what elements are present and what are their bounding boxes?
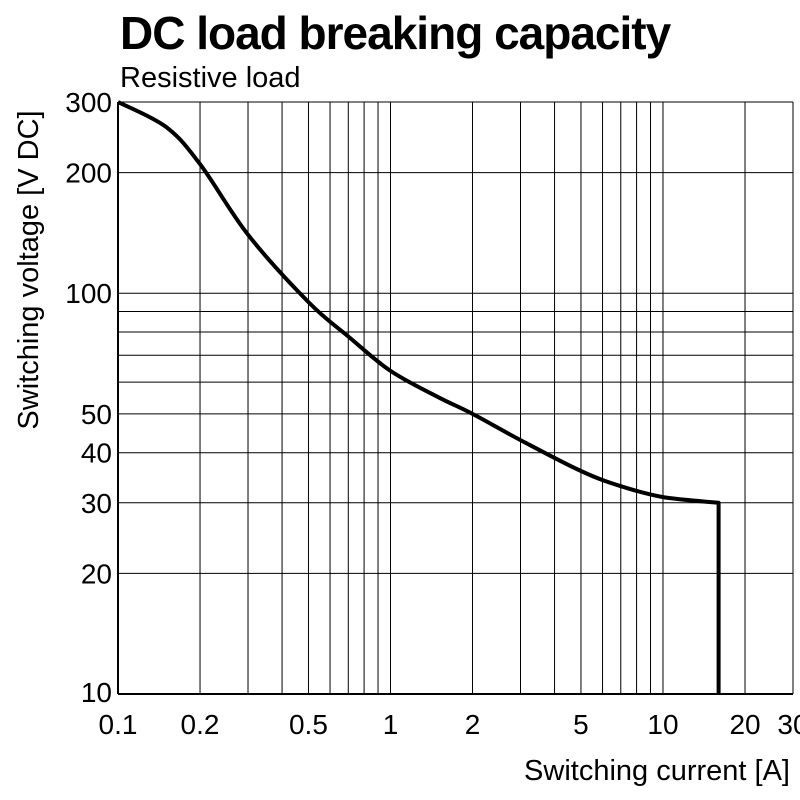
x-tick-label: 10 bbox=[647, 709, 678, 740]
x-tick-labels: 0.1 0.2 0.5 1 2 5 10 20 30 bbox=[99, 709, 800, 740]
x-tick-label: 2 bbox=[465, 709, 481, 740]
series-line bbox=[117, 100, 721, 694]
x-tick-label: 0.5 bbox=[289, 709, 328, 740]
chart-title: DC load breaking capacity bbox=[120, 7, 671, 59]
y-axis-label: Switching voltage [V DC] bbox=[13, 110, 45, 429]
chart-subtitle: Resistive load bbox=[120, 62, 301, 94]
y-tick-label: 200 bbox=[65, 158, 112, 189]
y-tick-label: 300 bbox=[65, 87, 112, 118]
y-tick-label: 10 bbox=[81, 677, 112, 708]
y-tick-label: 100 bbox=[65, 278, 112, 309]
y-tick-label: 50 bbox=[81, 399, 112, 430]
x-tick-label: 30 bbox=[777, 709, 800, 740]
gridlines bbox=[117, 101, 794, 695]
x-tick-label: 20 bbox=[729, 709, 760, 740]
x-tick-label: 5 bbox=[573, 709, 589, 740]
x-tick-label: 0.2 bbox=[181, 709, 220, 740]
x-tick-label: 0.1 bbox=[99, 709, 138, 740]
x-axis-label: Switching current [A] bbox=[524, 755, 790, 787]
y-tick-label: 20 bbox=[81, 558, 112, 589]
y-tick-labels: 10 20 30 40 50 100 200 300 bbox=[65, 87, 112, 708]
y-tick-label: 30 bbox=[81, 488, 112, 519]
x-tick-label: 1 bbox=[383, 709, 399, 740]
y-tick-label: 40 bbox=[81, 438, 112, 469]
series-layer bbox=[117, 100, 721, 694]
